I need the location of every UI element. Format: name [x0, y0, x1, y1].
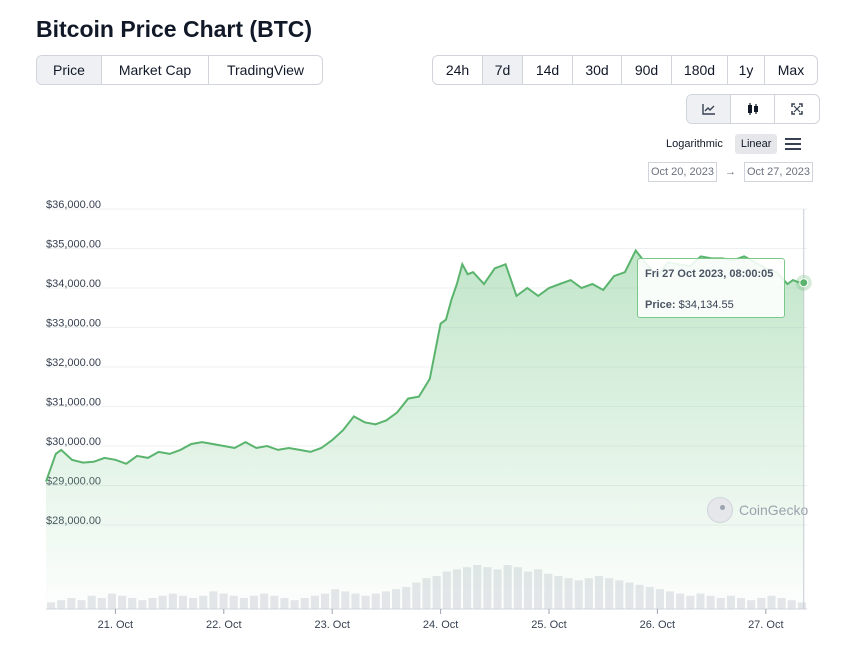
chart-type-selector — [686, 94, 820, 124]
candlestick-chart-button[interactable] — [731, 95, 775, 123]
x-tick-label: 25. Oct — [531, 619, 566, 631]
x-tick-label: 23. Oct — [314, 619, 349, 631]
range-max[interactable]: Max — [777, 62, 805, 78]
coingecko-logo-icon — [707, 497, 733, 523]
line-chart-button[interactable] — [687, 95, 731, 123]
y-tick-label: $35,000.00 — [46, 239, 101, 251]
price-chart[interactable]: $36,000.00 $35,000.00 $34,000.00 $33,000.00… — [0, 195, 850, 645]
arrow-right-icon: → — [725, 166, 736, 178]
y-tick-label: $33,000.00 — [46, 318, 101, 330]
logarithmic-option[interactable]: Logarithmic — [666, 138, 723, 150]
candlestick-icon — [747, 103, 758, 115]
y-tick-label: $30,000.00 — [46, 436, 101, 448]
coingecko-watermark: CoinGecko — [707, 497, 808, 523]
range-30d[interactable]: 30d — [573, 56, 622, 84]
x-tick-label: 21. Oct — [98, 619, 133, 631]
y-tick-label: $32,000.00 — [46, 357, 101, 369]
fullscreen-icon — [791, 103, 803, 115]
tooltip-datetime: Fri 27 Oct 2023, 08:00:05 — [645, 268, 774, 280]
price-tooltip: Fri 27 Oct 2023, 08:00:05 Price: $34,134… — [637, 258, 785, 318]
fullscreen-button[interactable] — [775, 95, 819, 123]
time-range-selector: 24h 7d 14d 30d 90d 180d 1y Max — [432, 55, 818, 85]
range-14d[interactable]: 14d — [523, 56, 573, 84]
date-to-input[interactable]: Oct 27, 2023 — [744, 162, 813, 182]
line-chart-icon — [701, 104, 715, 115]
x-tick-label: 26. Oct — [640, 619, 675, 631]
range-24h[interactable]: 24h — [433, 56, 483, 84]
x-tick-label: 27. Oct — [748, 619, 783, 631]
date-from-input[interactable]: Oct 20, 2023 — [648, 162, 717, 182]
price-area — [46, 250, 804, 609]
chart-view-tabs: Price Market Cap TradingView — [36, 55, 323, 85]
hover-marker — [799, 278, 809, 288]
scale-selector: Logarithmic Linear — [660, 134, 802, 154]
x-tick-label: 24. Oct — [423, 619, 458, 631]
range-1y[interactable]: 1y — [728, 56, 765, 84]
range-7d[interactable]: 7d — [483, 56, 523, 84]
tooltip-price: Price: $34,134.55 — [645, 299, 734, 311]
x-tick-label: 22. Oct — [206, 619, 241, 631]
page-title: Bitcoin Price Chart (BTC) — [36, 16, 313, 42]
range-90d[interactable]: 90d — [622, 56, 672, 84]
tab-tradingview[interactable]: TradingView — [226, 62, 305, 78]
linear-option[interactable]: Linear — [734, 134, 778, 154]
date-range: Oct 20, 2023 → Oct 27, 2023 — [648, 162, 813, 182]
y-tick-label: $34,000.00 — [46, 278, 101, 290]
tab-price[interactable]: Price — [37, 56, 102, 84]
watermark-text: CoinGecko — [739, 502, 809, 518]
range-180d[interactable]: 180d — [672, 56, 728, 84]
hamburger-menu-icon[interactable] — [785, 138, 802, 150]
y-tick-label: $36,000.00 — [46, 199, 101, 211]
y-tick-label: $31,000.00 — [46, 397, 101, 409]
tab-market-cap[interactable]: Market Cap — [102, 56, 209, 84]
